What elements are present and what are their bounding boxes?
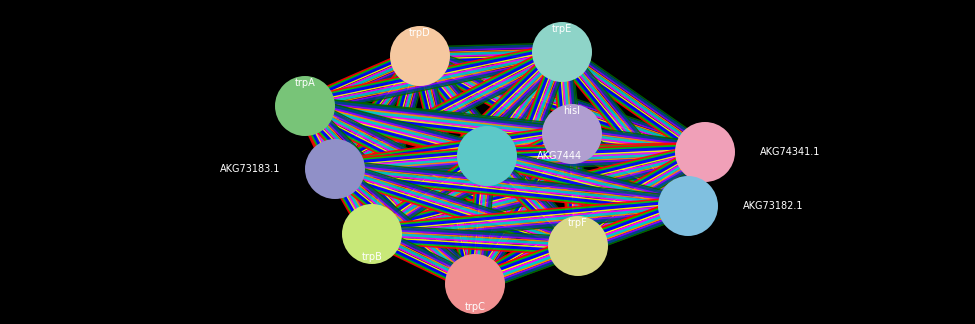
Ellipse shape [305, 139, 365, 199]
Text: trpE: trpE [552, 24, 572, 34]
Text: AKG73183.1: AKG73183.1 [219, 164, 280, 174]
Ellipse shape [390, 26, 450, 86]
Text: AKG7444: AKG7444 [537, 151, 582, 161]
Ellipse shape [445, 254, 505, 314]
Ellipse shape [342, 204, 402, 264]
Ellipse shape [532, 22, 592, 82]
Text: trpD: trpD [410, 28, 431, 38]
Text: trpC: trpC [464, 302, 486, 312]
Ellipse shape [675, 122, 735, 182]
Text: trpF: trpF [568, 218, 588, 228]
Text: trpA: trpA [294, 78, 315, 88]
Text: AKG73182.1: AKG73182.1 [743, 201, 803, 211]
Text: AKG74341.1: AKG74341.1 [760, 147, 820, 157]
Ellipse shape [457, 126, 517, 186]
Ellipse shape [275, 76, 335, 136]
Ellipse shape [542, 104, 602, 164]
Ellipse shape [548, 216, 608, 276]
Text: trpB: trpB [362, 252, 382, 262]
Ellipse shape [658, 176, 718, 236]
Text: hisI: hisI [564, 106, 580, 116]
